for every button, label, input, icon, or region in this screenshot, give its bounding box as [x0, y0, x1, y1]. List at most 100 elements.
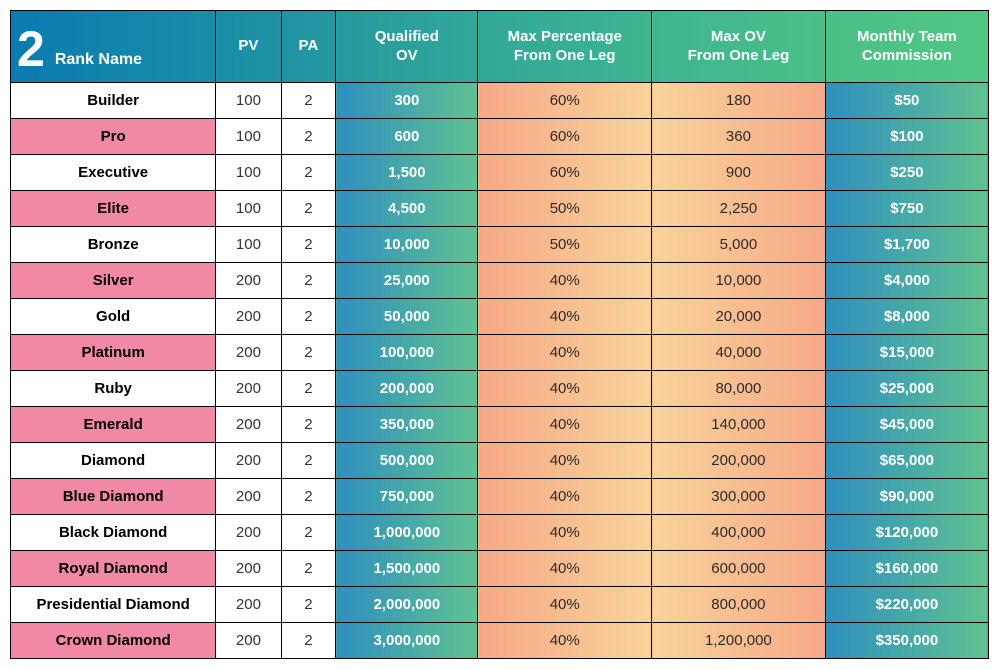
pv-cell: 100: [216, 83, 281, 119]
max-percentage-cell: 60%: [478, 155, 652, 191]
rank-name-cell: Royal Diamond: [11, 551, 216, 587]
commission-cell: $4,000: [825, 263, 988, 299]
qualified-ov-cell: 750,000: [336, 479, 478, 515]
commission-cell: $90,000: [825, 479, 988, 515]
pa-cell: 2: [281, 587, 336, 623]
rank-name-cell: Black Diamond: [11, 515, 216, 551]
rank-name-cell: Executive: [11, 155, 216, 191]
table-row: Pro100260060%360$100: [11, 119, 989, 155]
pa-cell: 2: [281, 443, 336, 479]
max-ov-cell: 140,000: [652, 407, 826, 443]
header-qualified-ov: Qualified OV: [336, 11, 478, 83]
header-pa: PA: [281, 11, 336, 83]
commission-cell: $45,000: [825, 407, 988, 443]
max-percentage-cell: 60%: [478, 119, 652, 155]
rank-name-cell: Elite: [11, 191, 216, 227]
table-row: Bronze100210,00050%5,000$1,700: [11, 227, 989, 263]
pv-cell: 200: [216, 479, 281, 515]
qualified-ov-cell: 300: [336, 83, 478, 119]
qualified-ov-cell: 50,000: [336, 299, 478, 335]
table-body: Builder100230060%180$50Pro100260060%360$…: [11, 83, 989, 659]
table-row: Diamond2002500,00040%200,000$65,000: [11, 443, 989, 479]
commission-cell: $1,700: [825, 227, 988, 263]
qualified-ov-cell: 600: [336, 119, 478, 155]
max-ov-cell: 900: [652, 155, 826, 191]
max-percentage-cell: 40%: [478, 335, 652, 371]
max-ov-cell: 360: [652, 119, 826, 155]
header-commission: Monthly Team Commission: [825, 11, 988, 83]
max-ov-cell: 300,000: [652, 479, 826, 515]
commission-cell: $160,000: [825, 551, 988, 587]
qualified-ov-cell: 350,000: [336, 407, 478, 443]
table-row: Presidential Diamond20022,000,00040%800,…: [11, 587, 989, 623]
max-percentage-cell: 60%: [478, 83, 652, 119]
max-percentage-cell: 40%: [478, 515, 652, 551]
pa-cell: 2: [281, 623, 336, 659]
max-percentage-cell: 40%: [478, 623, 652, 659]
pv-cell: 200: [216, 623, 281, 659]
pa-cell: 2: [281, 263, 336, 299]
max-ov-cell: 80,000: [652, 371, 826, 407]
max-ov-cell: 200,000: [652, 443, 826, 479]
commission-cell: $65,000: [825, 443, 988, 479]
max-ov-cell: 1,200,000: [652, 623, 826, 659]
qualified-ov-cell: 1,000,000: [336, 515, 478, 551]
table-row: Platinum2002100,00040%40,000$15,000: [11, 335, 989, 371]
pa-cell: 2: [281, 371, 336, 407]
pa-cell: 2: [281, 479, 336, 515]
max-ov-cell: 40,000: [652, 335, 826, 371]
pa-cell: 2: [281, 119, 336, 155]
rank-name-cell: Ruby: [11, 371, 216, 407]
pv-cell: 200: [216, 299, 281, 335]
qualified-ov-cell: 1,500: [336, 155, 478, 191]
pv-cell: 200: [216, 371, 281, 407]
pv-cell: 200: [216, 335, 281, 371]
commission-cell: $50: [825, 83, 988, 119]
rank-name-cell: Builder: [11, 83, 216, 119]
pa-cell: 2: [281, 227, 336, 263]
commission-cell: $250: [825, 155, 988, 191]
qualified-ov-cell: 500,000: [336, 443, 478, 479]
max-ov-cell: 600,000: [652, 551, 826, 587]
rank-name-cell: Platinum: [11, 335, 216, 371]
pa-cell: 2: [281, 335, 336, 371]
max-percentage-cell: 40%: [478, 371, 652, 407]
rank-name-cell: Emerald: [11, 407, 216, 443]
max-ov-cell: 800,000: [652, 587, 826, 623]
badge-number: 2: [17, 24, 45, 74]
pv-cell: 100: [216, 191, 281, 227]
qualified-ov-cell: 25,000: [336, 263, 478, 299]
table-row: Gold200250,00040%20,000$8,000: [11, 299, 989, 335]
max-percentage-cell: 40%: [478, 551, 652, 587]
pa-cell: 2: [281, 83, 336, 119]
table-row: Crown Diamond20023,000,00040%1,200,000$3…: [11, 623, 989, 659]
pv-cell: 100: [216, 119, 281, 155]
table-row: Executive10021,50060%900$250: [11, 155, 989, 191]
rank-name-cell: Blue Diamond: [11, 479, 216, 515]
max-percentage-cell: 40%: [478, 443, 652, 479]
commission-cell: $750: [825, 191, 988, 227]
commission-cell: $120,000: [825, 515, 988, 551]
commission-cell: $15,000: [825, 335, 988, 371]
table-row: Silver200225,00040%10,000$4,000: [11, 263, 989, 299]
table-row: Emerald2002350,00040%140,000$45,000: [11, 407, 989, 443]
commission-cell: $350,000: [825, 623, 988, 659]
pv-cell: 200: [216, 407, 281, 443]
pv-cell: 100: [216, 155, 281, 191]
commission-cell: $220,000: [825, 587, 988, 623]
max-percentage-cell: 40%: [478, 407, 652, 443]
pv-cell: 200: [216, 263, 281, 299]
max-ov-cell: 20,000: [652, 299, 826, 335]
qualified-ov-cell: 2,000,000: [336, 587, 478, 623]
qualified-ov-cell: 10,000: [336, 227, 478, 263]
header-pv: PV: [216, 11, 281, 83]
pa-cell: 2: [281, 191, 336, 227]
pa-cell: 2: [281, 407, 336, 443]
max-ov-cell: 5,000: [652, 227, 826, 263]
pa-cell: 2: [281, 515, 336, 551]
header-rank-name: 2 Rank Name: [11, 11, 216, 83]
commission-cell: $25,000: [825, 371, 988, 407]
pa-cell: 2: [281, 551, 336, 587]
rank-name-cell: Diamond: [11, 443, 216, 479]
qualified-ov-cell: 3,000,000: [336, 623, 478, 659]
